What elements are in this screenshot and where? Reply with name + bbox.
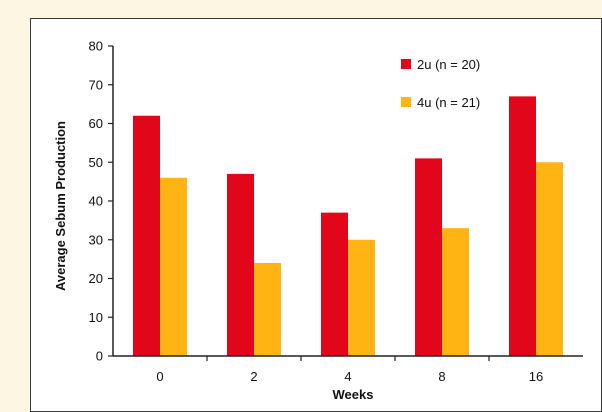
legend-swatch bbox=[401, 97, 411, 107]
x-tick-label: 16 bbox=[529, 369, 543, 384]
bar-4u-week-16 bbox=[536, 162, 563, 356]
x-tick-label: 2 bbox=[250, 369, 257, 384]
y-tick-label: 30 bbox=[89, 232, 103, 247]
x-tick-label: 8 bbox=[438, 369, 445, 384]
y-tick-label: 40 bbox=[89, 194, 103, 209]
y-tick-label: 10 bbox=[89, 310, 103, 325]
bar-2u-week-4 bbox=[321, 212, 348, 356]
x-axis-ticks: 0 2 4 8 16 bbox=[156, 356, 543, 384]
bar-2u-week-2 bbox=[227, 173, 254, 356]
legend-swatch bbox=[401, 59, 411, 69]
y-tick-label: 20 bbox=[89, 271, 103, 286]
bar-2u-week-8 bbox=[415, 158, 442, 356]
y-axis-title: Average Sebum Production bbox=[53, 121, 68, 291]
bar-4u-week-0 bbox=[160, 177, 187, 356]
y-tick-label: 70 bbox=[89, 77, 103, 92]
y-tick-label: 60 bbox=[89, 116, 103, 131]
x-axis-title: Weeks bbox=[333, 387, 374, 402]
x-tick-label: 4 bbox=[344, 369, 351, 384]
y-tick-label: 50 bbox=[89, 155, 103, 170]
legend: 2u (n = 20) 4u (n = 21) bbox=[401, 57, 480, 110]
y-tick-label: 0 bbox=[96, 349, 103, 364]
bar-4u-week-8 bbox=[442, 228, 469, 356]
bar-4u-week-4 bbox=[348, 239, 375, 356]
bar-chart: 0 10 20 30 40 50 60 70 80 0 2 4 8 16 Average Sebum P… bbox=[53, 39, 583, 402]
y-tick-label: 80 bbox=[89, 39, 103, 54]
bar-2u-week-0 bbox=[133, 115, 160, 356]
bars bbox=[133, 96, 563, 356]
y-axis-ticks: 0 10 20 30 40 50 60 70 80 bbox=[89, 39, 113, 364]
bar-4u-week-2 bbox=[254, 263, 281, 356]
legend-label: 2u (n = 20) bbox=[417, 57, 480, 72]
x-tick-label: 0 bbox=[156, 369, 163, 384]
bar-2u-week-16 bbox=[509, 96, 536, 356]
legend-label: 4u (n = 21) bbox=[417, 95, 480, 110]
chart-frame: 0 10 20 30 40 50 60 70 80 0 2 4 8 16 Average Sebum P… bbox=[30, 18, 602, 412]
